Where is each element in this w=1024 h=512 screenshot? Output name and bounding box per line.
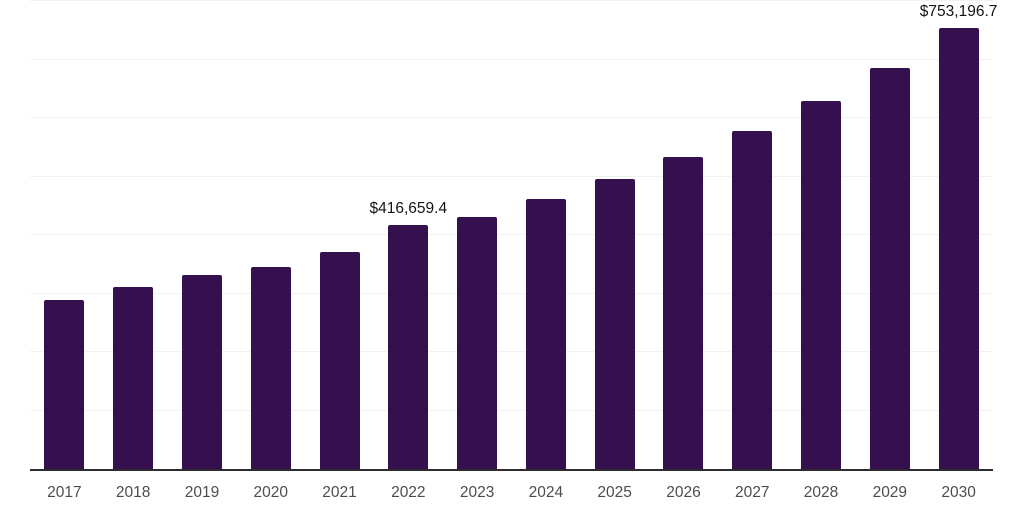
x-tick-label-2028: 2028 [803,484,839,501]
x-tick-label-2026: 2026 [666,484,701,501]
gridline [30,58,993,60]
x-tick-label-2023: 2023 [459,484,495,501]
x-axis-labels: 2017 2018 2019 2020 2021 2022 2023 2024 2025 2026… [30,484,993,504]
plot-area: $416,659.4 $753,196.7 [30,0,997,471]
gridline [30,175,993,177]
x-tick-label-2018: 2018 [115,484,151,501]
x-tick-label-2024: 2024 [528,484,564,501]
x-tick-label-2017: 2017 [47,484,82,501]
gridline [30,292,993,294]
bar-2028 [801,100,842,469]
bar-2030 [938,28,979,469]
gridline [30,0,993,1]
bar-2024 [525,199,566,469]
bar-2020 [250,266,291,469]
bar-2022 [388,225,429,469]
gridline [30,409,993,411]
gridline [30,117,993,118]
bar-2018 [113,287,154,469]
x-tick-label-2021: 2021 [322,484,357,501]
gridline [30,234,993,235]
data-label-2030: $753,196.7 [919,3,998,21]
x-tick-label-2019: 2019 [184,484,220,501]
bar-2019 [181,275,222,469]
x-tick-label-2030: 2030 [941,484,976,501]
gridline [30,351,993,352]
bar-2017 [44,299,85,469]
x-tick-label-2020: 2020 [253,484,288,501]
bar-2023 [457,217,498,469]
bar-2027 [732,131,773,469]
bar-2025 [594,179,635,469]
x-tick-label-2022: 2022 [391,484,426,501]
x-tick-label-2027: 2027 [735,484,770,501]
bar-2026 [663,156,704,469]
x-tick-label-2025: 2025 [597,484,632,501]
bar-2021 [319,251,360,469]
data-label-2022: $416,659.4 [369,200,448,218]
bar-2029 [869,67,910,469]
x-tick-label-2029: 2029 [872,484,908,501]
